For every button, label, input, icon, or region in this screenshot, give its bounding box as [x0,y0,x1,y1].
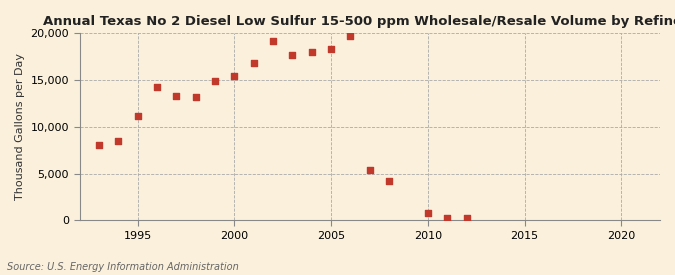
Point [423,211,433,215]
Point [384,179,395,183]
Text: Source: U.S. Energy Information Administration: Source: U.S. Energy Information Administ… [7,262,238,272]
Point [306,50,317,54]
Point [268,39,279,43]
Title: Annual Texas No 2 Diesel Low Sulfur 15-500 ppm Wholesale/Resale Volume by Refine: Annual Texas No 2 Diesel Low Sulfur 15-5… [43,15,675,28]
Point [94,142,105,147]
Y-axis label: Thousand Gallons per Day: Thousand Gallons per Day [15,53,25,200]
Point [171,94,182,98]
Point [345,34,356,38]
Point [461,215,472,220]
Point [132,113,143,118]
Point [210,79,221,83]
Point [113,139,124,143]
Point [326,47,337,51]
Point [152,84,163,89]
Point [364,168,375,172]
Point [441,216,452,221]
Point [287,53,298,57]
Point [229,74,240,79]
Point [190,95,201,99]
Point [248,61,259,65]
